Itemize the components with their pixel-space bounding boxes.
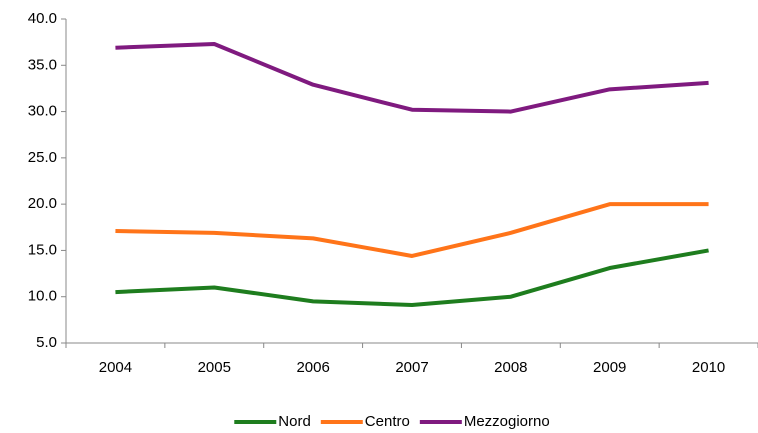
x-tick-label: 2006 — [296, 359, 329, 376]
x-tick-label: 2010 — [692, 359, 725, 376]
y-tick-label: 25.0 — [28, 149, 57, 166]
legend-label: Mezzogiorno — [464, 413, 550, 430]
x-tick-label: 2007 — [395, 359, 428, 376]
x-tick-label: 2008 — [494, 359, 527, 376]
x-tick-label: 2005 — [198, 359, 231, 376]
y-tick-label: 35.0 — [28, 56, 57, 73]
x-tick-label: 2004 — [99, 359, 132, 376]
series-line — [115, 248, 709, 308]
y-tick-label: 5.0 — [36, 334, 57, 351]
y-tick-label: 30.0 — [28, 103, 57, 120]
series-line — [115, 41, 709, 114]
y-tick-label: 15.0 — [28, 241, 57, 258]
y-tick-label: 40.0 — [28, 10, 57, 27]
y-tick-label: 10.0 — [28, 288, 57, 305]
legend-label: Nord — [278, 413, 311, 430]
series-line — [115, 202, 709, 258]
y-tick-label: 20.0 — [28, 195, 57, 212]
x-tick-label: 2009 — [593, 359, 626, 376]
legend-label: Centro — [365, 413, 410, 430]
